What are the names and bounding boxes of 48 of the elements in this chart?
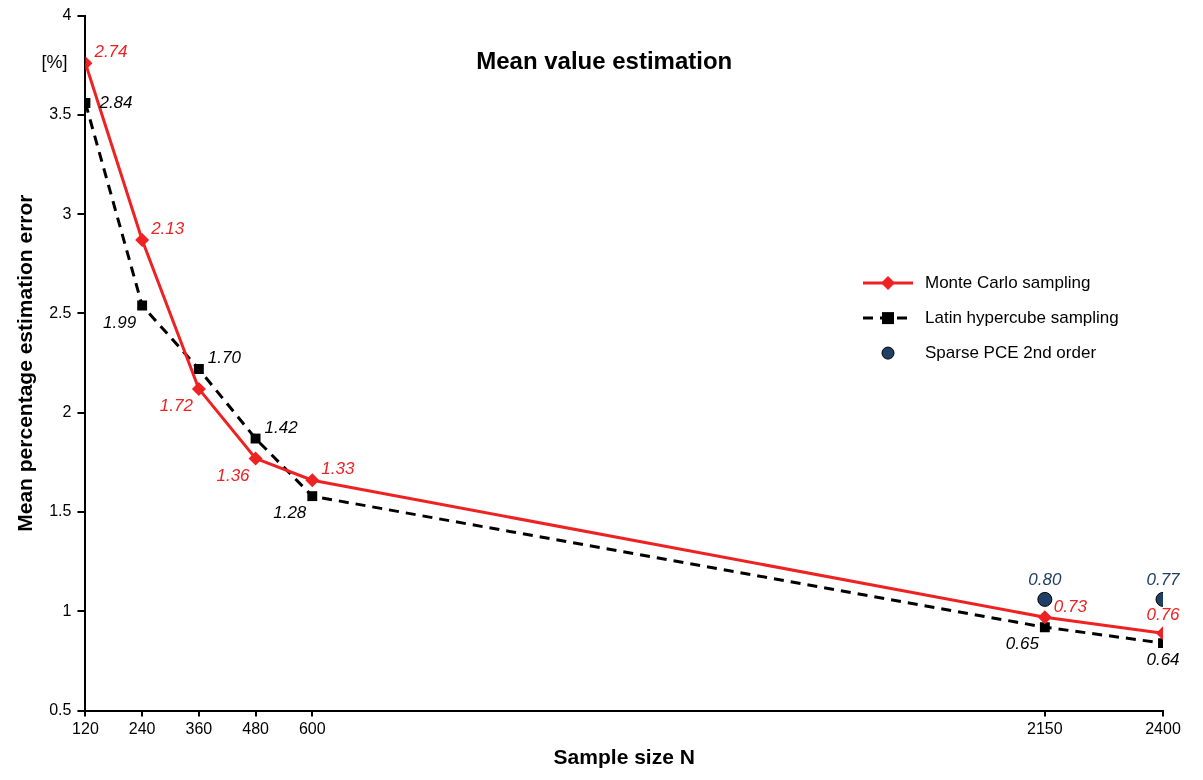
legend-label: Monte Carlo sampling: [925, 272, 1091, 292]
legend-label: Latin hypercube sampling: [925, 307, 1119, 327]
point: [193, 364, 204, 375]
annotation: 0.73: [1053, 596, 1088, 616]
annotation: 0.64: [1146, 650, 1180, 670]
annotation: 0.65: [1005, 634, 1040, 654]
y-tick-label: 2.5: [49, 303, 72, 321]
x-tick-label: 120: [72, 719, 99, 737]
y-tick-label: 3: [62, 204, 72, 222]
y-tick-label: 3.5: [49, 105, 72, 123]
y-axis-title: Mean percentage estimation error: [13, 194, 37, 532]
x-tick-label: 360: [185, 719, 213, 737]
point: [250, 433, 261, 444]
y-tick-label: 1: [62, 601, 72, 619]
annotation: 1.42: [264, 417, 299, 437]
y-tick-label: 2: [62, 403, 72, 421]
x-tick-label: 480: [242, 719, 270, 737]
point: [305, 473, 320, 488]
x-tick-label: 2400: [1145, 719, 1181, 737]
point: [307, 491, 318, 502]
annotation: 1.99: [103, 312, 137, 332]
legend-label: Sparse PCE 2nd order: [925, 342, 1097, 362]
x-tick-label: 240: [128, 719, 156, 737]
annotation: 1.70: [207, 348, 242, 368]
point: [191, 381, 206, 396]
point: [1039, 622, 1050, 633]
point: [248, 451, 263, 466]
annotation: 2.74: [93, 42, 128, 62]
point: [135, 232, 150, 247]
annotation: 2.84: [98, 92, 133, 112]
annotation: 0.76: [1146, 605, 1181, 625]
y-tick-label: 1.5: [49, 502, 72, 520]
point: [1037, 610, 1052, 625]
annotation: 1.28: [273, 503, 307, 523]
x-tick-label: 600: [298, 719, 326, 737]
x-axis-title: Sample size N: [553, 745, 695, 769]
annotation: 0.80: [1028, 569, 1062, 589]
text: Mean value estimation: [476, 47, 733, 75]
x-tick-label: 2150: [1027, 719, 1063, 737]
y-tick-label: 0.5: [49, 701, 72, 719]
annotation: 1.33: [321, 459, 355, 479]
annotation: 1.36: [216, 465, 251, 485]
y-tick-label: 4: [62, 6, 72, 24]
text: [%]: [41, 51, 68, 72]
annotation: 0.77: [1146, 569, 1181, 589]
annotation: 1.72: [159, 396, 194, 416]
annotation: 2.13: [150, 219, 185, 239]
point: [137, 300, 148, 311]
